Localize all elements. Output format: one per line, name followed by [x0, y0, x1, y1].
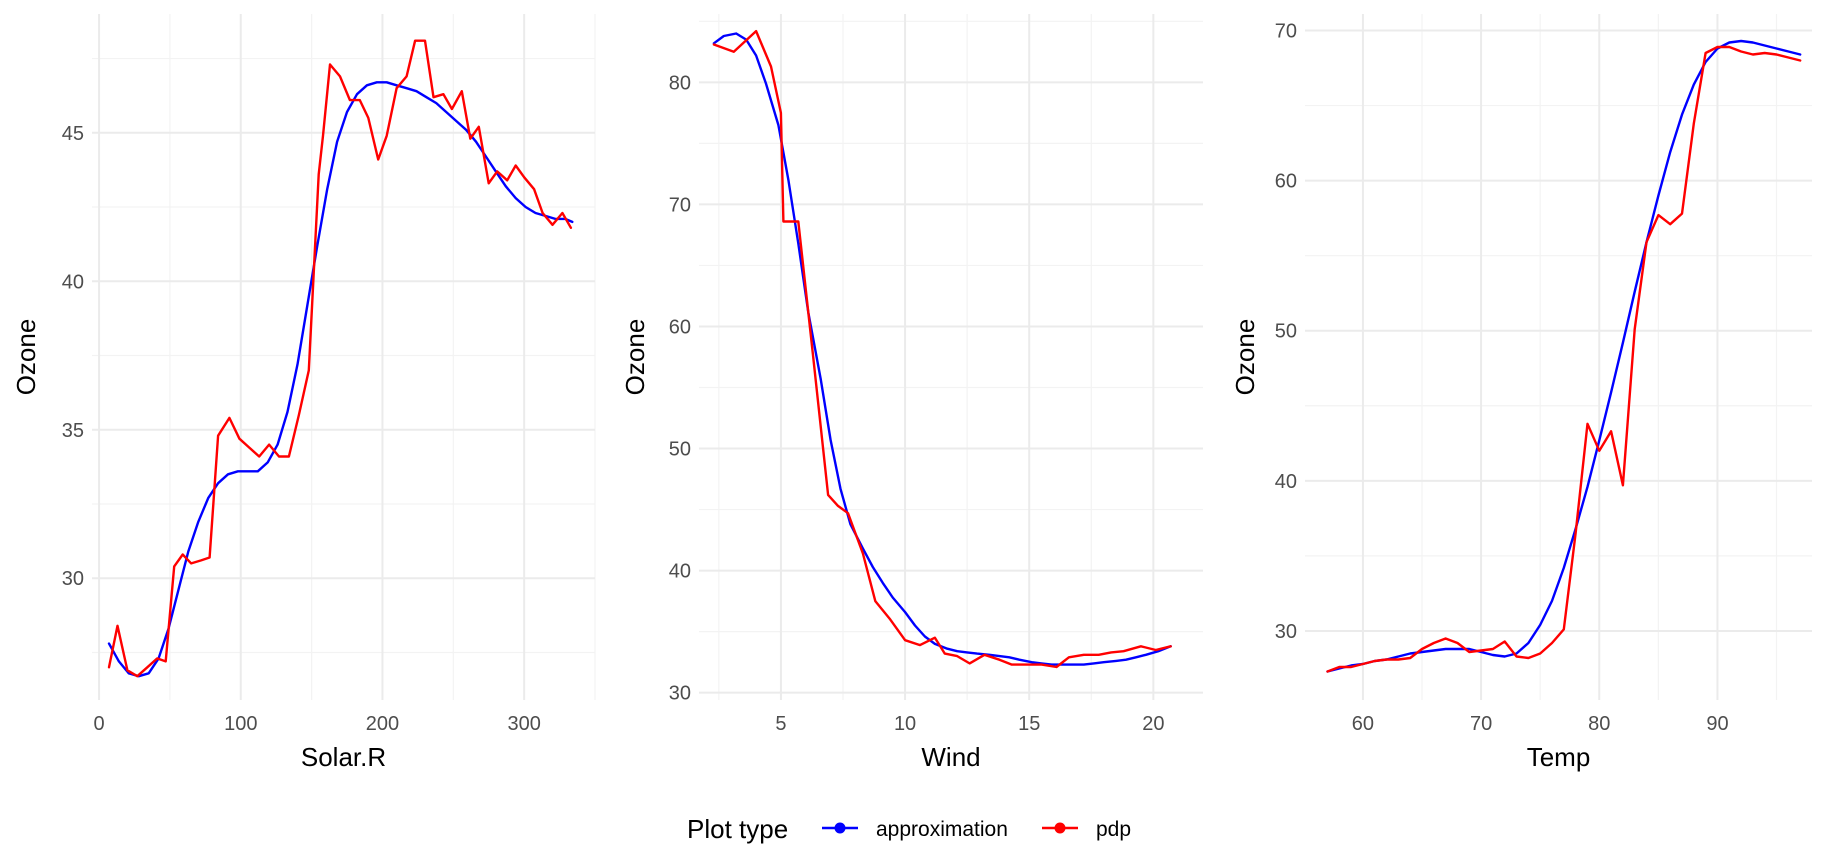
- legend-key-point-pdp: [1054, 822, 1066, 834]
- x-axis-title: Wind: [921, 742, 980, 772]
- legend: Plot type approximation pdp: [687, 814, 1131, 844]
- chart-panels: 0 100 200 300 30 35 40 45 Solar.R Ozone 5 10 15 20 30 4…: [11, 14, 1812, 772]
- series-line-pdp: [107, 39, 573, 678]
- y-tick-label: 60: [669, 316, 691, 338]
- legend-key-point-approximation: [834, 822, 846, 834]
- y-tick-label: 40: [669, 561, 691, 583]
- series-line-pdp: [712, 29, 1172, 669]
- y-tick-label: 30: [1275, 621, 1297, 643]
- x-tick-label: 90: [1706, 713, 1728, 735]
- x-tick-label: 5: [775, 713, 786, 735]
- series-line-pdp: [1326, 45, 1802, 673]
- legend-label-pdp: pdp: [1096, 818, 1131, 841]
- x-axis-title: Temp: [1527, 742, 1591, 772]
- y-tick-label: 30: [669, 683, 691, 705]
- series-line-approximation: [107, 81, 574, 678]
- x-tick-label: 0: [94, 713, 105, 735]
- x-tick-label: 60: [1352, 713, 1374, 735]
- y-axis-title: Ozone: [620, 319, 650, 396]
- x-tick-label: 20: [1142, 713, 1164, 735]
- legend-entry-pdp: pdp: [1042, 818, 1131, 841]
- y-tick-label: 30: [62, 568, 84, 590]
- legend-label-approximation: approximation: [876, 818, 1008, 841]
- x-tick-label: 300: [507, 713, 540, 735]
- y-axis-title: Ozone: [11, 319, 41, 396]
- x-tick-label: 80: [1588, 713, 1610, 735]
- x-tick-label: 10: [894, 713, 916, 735]
- legend-title: Plot type: [687, 814, 788, 844]
- y-axis-title: Ozone: [1230, 319, 1260, 396]
- y-tick-label: 40: [62, 271, 84, 293]
- y-tick-label: 50: [1275, 321, 1297, 343]
- x-tick-label: 70: [1470, 713, 1492, 735]
- x-tick-label: 100: [224, 713, 257, 735]
- legend-entry-approximation: approximation: [822, 818, 1008, 841]
- y-tick-label: 70: [1275, 21, 1297, 43]
- chart-panel-solar-r: 0 100 200 300 30 35 40 45 Solar.R Ozone: [11, 14, 596, 772]
- series-line-approximation: [1326, 39, 1802, 673]
- x-tick-label: 200: [366, 713, 399, 735]
- y-tick-label: 35: [62, 420, 84, 442]
- y-tick-label: 60: [1275, 171, 1297, 193]
- chart-panel-temp: 60 70 80 90 30 40 50 60 70 Temp Ozone: [1230, 14, 1812, 772]
- x-axis-title: Solar.R: [301, 742, 386, 772]
- y-tick-label: 45: [62, 123, 84, 145]
- chart-panel-wind: 5 10 15 20 30 40 50 60 70 80 Wind Ozone: [620, 14, 1203, 772]
- x-tick-label: 15: [1018, 713, 1040, 735]
- y-tick-label: 70: [669, 194, 691, 216]
- y-tick-label: 80: [669, 72, 691, 94]
- y-tick-label: 50: [669, 439, 691, 461]
- y-tick-label: 40: [1275, 471, 1297, 493]
